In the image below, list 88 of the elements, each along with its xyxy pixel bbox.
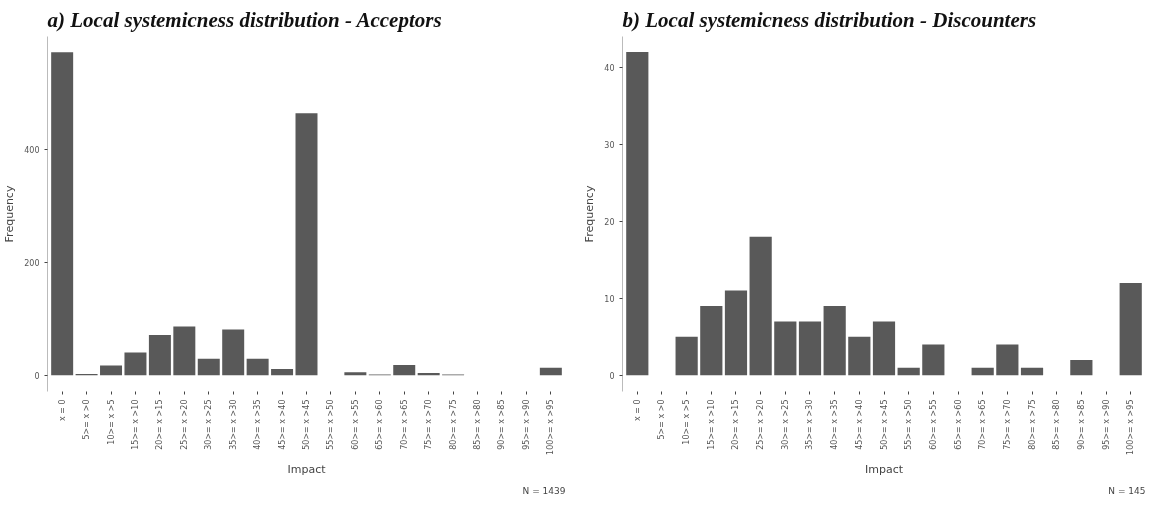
- text: N = 145: [1108, 485, 1146, 496]
- x-tick-label: 60>= x >55: [350, 399, 360, 450]
- x-tick-label: 25>= x >20: [179, 399, 189, 450]
- x-tick-label: x = 0: [57, 399, 67, 422]
- bar: [51, 52, 74, 376]
- bar: [148, 335, 171, 376]
- x-tick-label: 60>= x >55: [928, 399, 938, 450]
- bar: [749, 236, 772, 376]
- bar: [197, 358, 220, 376]
- y-tick-label: 30: [604, 140, 615, 150]
- x-tick-label: 35>= x >30: [805, 399, 815, 450]
- x-tick-label: 20>= x >15: [155, 399, 165, 450]
- x-tick-label: 15>= x >10: [706, 399, 716, 450]
- x-axis-title: Impact: [864, 462, 904, 476]
- bar: [798, 321, 822, 376]
- x-tick-label: 80>= x >75: [1027, 399, 1037, 450]
- bar: [724, 290, 748, 376]
- x-tick-label: 30>= x >25: [204, 399, 214, 450]
- x-tick-label: 100>= x >95: [546, 399, 556, 455]
- x-tick-label: 35>= x >30: [228, 399, 238, 450]
- bar: [700, 306, 723, 376]
- x-tick-label: 50>= x >45: [879, 399, 889, 450]
- bar: [848, 336, 871, 376]
- x-tick-label: 100>= x >95: [1126, 399, 1136, 455]
- y-tick-label: 20: [604, 217, 615, 227]
- bar: [971, 367, 994, 376]
- y-tick-label: 40: [604, 63, 615, 73]
- x-tick-label: 40>= x >35: [253, 399, 263, 450]
- bar: [1020, 367, 1044, 376]
- bar: [922, 344, 945, 376]
- x-tick-label: 30>= x >25: [780, 399, 790, 450]
- bar: [539, 367, 562, 376]
- x-axis-title: Impact: [287, 462, 327, 476]
- x-tick-label: 65>= x >60: [375, 399, 385, 450]
- x-tick-label: 70>= x >65: [399, 399, 409, 450]
- bar: [897, 367, 920, 376]
- x-tick-label: 70>= x >65: [978, 399, 988, 450]
- x-tick-label: 90>= x >85: [497, 399, 507, 450]
- bar: [872, 321, 896, 376]
- chart-title: b) Local systemicness distribution - Discounters: [622, 7, 1037, 32]
- y-tick-label: 0: [609, 371, 615, 381]
- x-tick-label: 10>= x >5: [106, 399, 116, 445]
- bar: [173, 326, 196, 376]
- x-tick-label: 50>= x >45: [302, 399, 311, 450]
- bar: [996, 344, 1019, 376]
- y-axis-title: Frequency: [583, 185, 597, 243]
- bar: [100, 365, 123, 376]
- x-tick-label: 45>= x >40: [277, 399, 287, 450]
- x-tick-label: 85>= x >80: [473, 399, 483, 450]
- x-tick-label: 55>= x >50: [326, 399, 336, 450]
- bar: [393, 364, 416, 376]
- y-tick-label: 200: [24, 258, 40, 268]
- x-tick-label: 45>= x >40: [854, 399, 864, 450]
- bar: [271, 368, 294, 376]
- x-tick-label: 40>= x >35: [830, 399, 840, 450]
- bar: [774, 321, 797, 376]
- bar: [675, 336, 698, 376]
- x-tick-label: 25>= x >20: [756, 399, 766, 450]
- bar: [344, 372, 367, 376]
- x-tick-label: 10>= x >5: [682, 399, 692, 445]
- x-tick-label: 95>= x >90: [521, 399, 531, 450]
- text: N = 1439: [522, 485, 566, 496]
- chart-title: a) Local systemicness distribution - Acceptors: [47, 7, 442, 32]
- x-tick-label: 65>= x >60: [953, 399, 963, 450]
- bar: [124, 352, 147, 376]
- bar: [222, 329, 245, 376]
- x-tick-label: 95>= x >90: [1101, 399, 1111, 450]
- bar: [626, 51, 649, 376]
- bar: [295, 113, 318, 376]
- x-tick-label: 5>= x >0: [82, 399, 92, 440]
- bar: [823, 306, 846, 376]
- y-tick-label: 10: [604, 294, 615, 304]
- x-tick-label: 20>= x >15: [731, 399, 741, 450]
- x-tick-label: 55>= x >50: [904, 399, 914, 450]
- x-tick-label: 5>= x >0: [657, 399, 667, 440]
- x-tick-label: 80>= x >75: [448, 399, 458, 450]
- x-tick-label: 90>= x >85: [1076, 399, 1086, 450]
- x-tick-label: x = 0: [632, 399, 642, 422]
- x-tick-label: 85>= x >80: [1052, 399, 1062, 450]
- y-axis-title: Frequency: [3, 185, 17, 243]
- x-tick-label: 75>= x >70: [1002, 399, 1012, 450]
- y-tick-label: 0: [34, 371, 40, 381]
- bar: [1119, 282, 1142, 376]
- x-tick-label: 75>= x >70: [424, 399, 434, 450]
- bar: [246, 358, 269, 376]
- bar: [1070, 359, 1093, 376]
- x-tick-label: 15>= x >10: [130, 399, 140, 450]
- y-tick-label: 400: [24, 145, 40, 155]
